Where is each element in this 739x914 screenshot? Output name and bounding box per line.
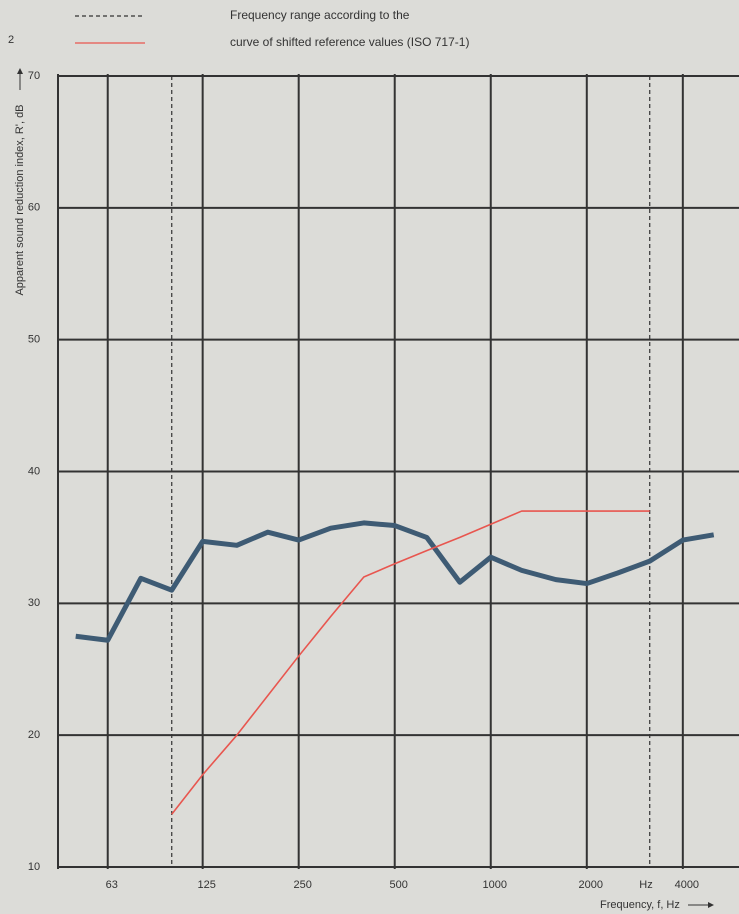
x-arrow-head <box>708 902 714 908</box>
x-tick-label: 125 <box>197 879 215 891</box>
y-tick-label: 50 <box>28 334 40 346</box>
y-arrow-head <box>17 68 23 74</box>
corner-mark: 2 <box>8 34 14 46</box>
x-tick-label: 500 <box>390 879 408 891</box>
y-tick-label: 30 <box>28 597 40 609</box>
legend-label: curve of shifted reference values (ISO 7… <box>230 35 469 49</box>
y-tick-label: 20 <box>28 729 40 741</box>
data-line <box>171 510 650 815</box>
legend-label: Frequency range according to the <box>230 8 410 22</box>
y-axis-label: Apparent sound reduction index, R', dB <box>14 104 26 295</box>
x-tick-label: 63 <box>106 879 118 891</box>
x-tick-label: 1000 <box>483 879 507 891</box>
y-tick-label: 40 <box>28 465 40 477</box>
x-unit: Hz <box>639 879 652 891</box>
x-axis-label: Frequency, f, Hz <box>600 899 680 911</box>
y-tick-label: 60 <box>28 202 40 214</box>
y-tick-label: 70 <box>28 70 40 82</box>
data-line <box>75 520 715 643</box>
x-tick-label: 2000 <box>579 879 603 891</box>
y-tick-label: 10 <box>28 861 40 873</box>
x-tick-label: 250 <box>294 879 312 891</box>
x-tick-label: 4000 <box>675 879 699 891</box>
